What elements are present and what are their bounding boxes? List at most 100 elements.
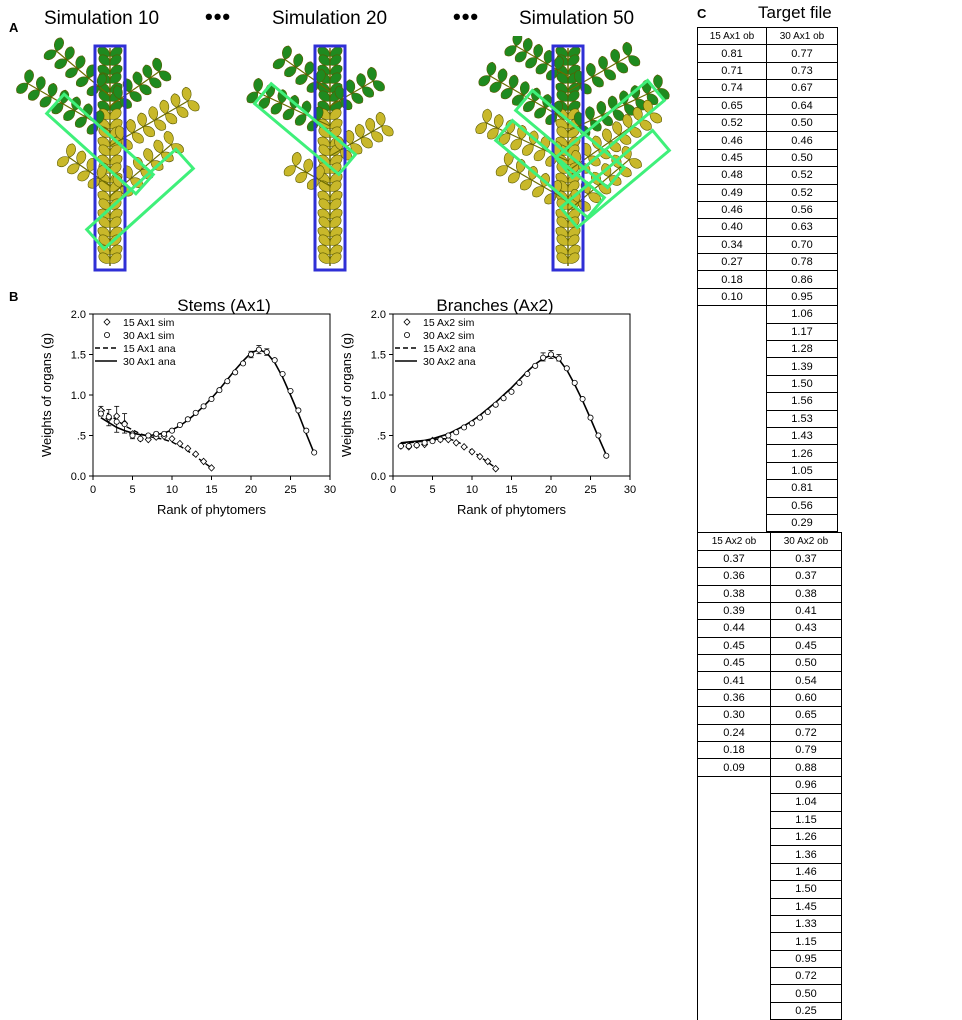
plant-50-branch-box-1 (513, 88, 627, 190)
table-row: 0.65 0.64 (697, 96, 838, 115)
target-cell: 0.81 (697, 44, 767, 63)
chart-2-title: Branches (Ax2) (436, 296, 554, 315)
table-row: 1.43 (697, 426, 838, 446)
chart-0-series-0-point (207, 464, 216, 472)
chart-0-series-1-point (161, 430, 168, 437)
target-cell: 1.05 (766, 461, 838, 481)
target-cell: 0.50 (766, 113, 838, 133)
plant-10-branch-box-1 (44, 92, 156, 196)
target-cell: 1.26 (770, 827, 842, 847)
plant10-branch-3-stem (109, 100, 189, 147)
target-cell (697, 392, 767, 411)
plant10-branch-4-leaf (76, 150, 87, 165)
plant50-branch-4-leaf (533, 149, 546, 162)
table-row: 0.96 (697, 775, 842, 795)
target-cell: 1.06 (766, 305, 838, 324)
chart-0-x-tick-label: 0 (90, 484, 96, 496)
table-row: 0.37 0.37 (697, 549, 842, 569)
plant50-branch-5-leaf (622, 114, 633, 129)
plant10-branch-0-leaf (96, 73, 107, 88)
chart-1-series-1-point (524, 370, 531, 377)
target-cell: 1.04 (770, 793, 842, 812)
plant50-main-leaf (556, 234, 569, 246)
target-column-header: 15 Ax2 ob (697, 532, 771, 551)
target-cell: 0.09 (697, 758, 771, 777)
plant50-branch-4-leaf (510, 138, 522, 151)
target-cell: 0.56 (766, 496, 838, 515)
chart-1-series-3-line (400, 354, 608, 456)
plant10-main-leaf (98, 54, 111, 66)
chart-1-x-label: Rank of phytomers (457, 502, 567, 517)
table-row: 0.36 0.37 (697, 567, 842, 586)
chart-0-series-0-point (144, 435, 152, 444)
table-row: 0.46 0.56 (697, 200, 838, 220)
plant-simulation-50 (475, 36, 672, 272)
chart-1-series-1-point (429, 438, 436, 445)
target-cell (697, 514, 767, 532)
chart-0-x-label: Rank of phytomers (157, 502, 267, 517)
table-row: 1.28 (697, 340, 838, 359)
table-row: 1.06 (697, 305, 838, 324)
target-cell: 0.43 (770, 619, 842, 638)
plant50-branch-6-leaf (507, 172, 520, 184)
table-row: 0.40 0.63 (697, 218, 838, 237)
target-cell: 1.28 (766, 340, 838, 359)
chart-0-series-1-point (145, 432, 152, 439)
plant-10-branch-box-2 (84, 147, 196, 251)
target-cell: 1.15 (770, 932, 842, 951)
separator-dots-2: ••• (453, 4, 480, 29)
plant50-branch-1-leaf (586, 62, 596, 78)
plant20-branch-1-leaf (362, 86, 374, 98)
plant-simulation-20 (246, 44, 394, 272)
plant50-branch-5-leaf (629, 126, 642, 138)
chart-1-series-1-point (500, 395, 507, 402)
target-cell (697, 427, 767, 445)
plant20-branch-3-stem (329, 125, 383, 157)
table-row: 1.39 (697, 357, 838, 376)
plant10-branch-0-leaf (76, 76, 89, 87)
plant10-branch-4-leaf (67, 163, 80, 175)
target-cell: 0.77 (766, 44, 838, 63)
plant50-branch-0-leaf (522, 37, 533, 53)
chart-0-series-1-point (184, 416, 191, 423)
target-cell: 0.72 (770, 723, 842, 743)
plant10-branch-5-leaf (163, 131, 174, 145)
chart-1-series-1-point (468, 420, 475, 427)
target-cell: 0.10 (697, 287, 767, 307)
plant50-branch-0-leaf (504, 45, 517, 57)
plant50-main-leaf (556, 216, 569, 228)
target-cell: 0.25 (770, 1001, 842, 1020)
table-row: 0.56 (697, 496, 838, 515)
table-row: 0.34 0.70 (697, 235, 838, 255)
table-row: 0.18 0.86 (697, 270, 838, 289)
plant20-branch-0-leaf (293, 53, 304, 68)
target-cell: 0.63 (766, 218, 838, 237)
plant20-main-leaf (318, 90, 331, 102)
plant50-branch-0-leaf (554, 55, 564, 71)
target-cell: 0.45 (770, 636, 842, 656)
plant50-branch-1-leaf (616, 62, 629, 74)
chart-0-series-0-point (200, 457, 208, 466)
chart-1-series-1-point (461, 424, 468, 431)
chart-0-x-tick-label: 30 (324, 484, 336, 496)
table-row: 0.48 0.52 (697, 166, 838, 185)
plant50-branch-2-stem (489, 75, 569, 122)
plant50-branch-6-stem (507, 165, 569, 202)
target-cell: 0.52 (766, 166, 838, 185)
chart-0-series-3-line (100, 348, 315, 454)
target-column-header: 15 Ax1 ob (697, 26, 767, 46)
chart-0-series-0-point (184, 444, 192, 453)
table-row: 1.26 (697, 827, 842, 847)
chart-branches-ax2: 0 5 10 15 20 25 30 0.0 .5 1.0 1.5 2.0 Rank of phytom… (339, 309, 636, 517)
plant20-main-leaf (318, 216, 331, 228)
plant10-branch-4-leaf (66, 143, 76, 158)
chart-0-legend-label: 15 Ax1 sim (123, 317, 175, 329)
chart-1-series-0-point (476, 452, 484, 461)
plant20-branch-4-stem (295, 165, 331, 187)
plant20-main-leaf (318, 252, 331, 264)
target-cell: 0.39 (697, 601, 771, 621)
chart-1-series-1-point (484, 409, 491, 416)
plant50-branch-4-leaf (475, 122, 487, 134)
plant20-branch-1-leaf (372, 80, 385, 92)
plant10-branch-1-leaf (132, 71, 143, 86)
